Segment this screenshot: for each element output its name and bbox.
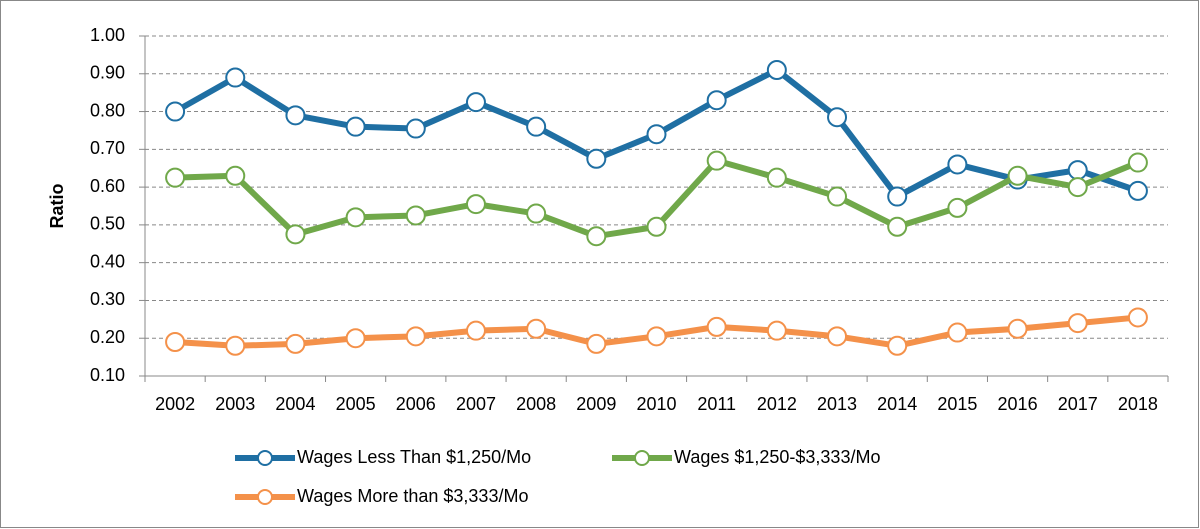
x-tick-label: 2008 [516,394,556,414]
data-point [887,216,908,237]
data-point [165,101,186,122]
y-tick-label: 0.20 [90,327,125,347]
data-point [526,318,547,339]
data-point [165,332,186,352]
data-point [706,90,727,111]
x-tick-label: 2014 [877,394,917,414]
data-point [646,216,667,237]
y-tick-label: 0.80 [90,100,125,120]
data-point [465,320,486,341]
data-point [947,197,968,218]
y-tick-label: 0.40 [90,251,125,271]
legend-label: Wages Less Than $1,250/Mo [297,447,531,467]
data-point [586,148,607,169]
data-point [225,165,246,186]
data-point [766,60,787,80]
x-tick-label: 2003 [215,394,255,414]
x-tick-label: 2010 [636,394,676,414]
data-point [405,118,426,139]
y-tick-label: 0.70 [90,138,125,158]
x-tick-label: 2006 [396,394,436,414]
x-tick-label: 2004 [275,394,315,414]
data-point [1067,177,1088,198]
y-tick-label: 0.50 [90,214,125,234]
data-point [405,205,426,226]
data-point [526,203,547,224]
data-point [285,224,306,245]
y-tick-label: 0.60 [90,176,125,196]
y-tick-label: 0.30 [90,289,125,309]
data-point [887,335,908,356]
data-point [526,116,547,137]
data-point [285,105,306,126]
x-tick-label: 2011 [697,394,736,414]
data-point [827,326,848,347]
x-tick-label: 2018 [1118,394,1158,414]
data-point [827,107,848,128]
x-tick-label: 2013 [817,394,857,414]
data-point [1007,318,1028,339]
x-tick-label: 2012 [757,394,797,414]
y-axis-title: Ratio [47,183,67,228]
x-tick-label: 2016 [998,394,1038,414]
y-tick-label: 0.10 [90,365,125,385]
x-tick-label: 2017 [1058,394,1098,414]
data-point [947,154,968,175]
data-point [1067,313,1088,334]
x-tick-label: 2002 [155,394,195,414]
data-point [225,335,246,356]
data-point [706,316,727,337]
data-point [285,333,306,354]
data-point [345,207,366,228]
legend-marker [257,450,273,466]
data-point [646,124,667,145]
x-tick-label: 2009 [576,394,616,414]
data-point [1127,152,1148,173]
legend-marker [257,489,273,505]
x-tick-label: 2005 [336,394,376,414]
data-point [225,67,246,88]
data-point [586,226,607,247]
data-point [887,186,908,207]
data-point [646,326,667,347]
data-point [827,186,848,207]
data-point [1127,180,1148,201]
data-point [947,322,968,343]
data-point [766,167,787,188]
legend-label: Wages More than $3,333/Mo [297,486,528,506]
legend-marker [634,450,650,466]
data-point [1007,165,1028,186]
data-point [465,92,486,113]
data-point [586,333,607,354]
data-point [465,194,486,215]
data-point [345,328,366,349]
data-point [1127,307,1148,328]
y-tick-label: 0.90 [90,63,125,83]
x-tick-label: 2015 [937,394,977,414]
data-point [766,320,787,341]
x-tick-label: 2007 [456,394,496,414]
data-point [1067,160,1088,181]
legend-label: Wages $1,250-$3,333/Mo [674,447,880,467]
data-point [165,167,186,188]
data-point [706,150,727,171]
y-tick-label: 1.00 [90,25,125,45]
data-point [405,326,426,347]
data-point [345,116,366,137]
